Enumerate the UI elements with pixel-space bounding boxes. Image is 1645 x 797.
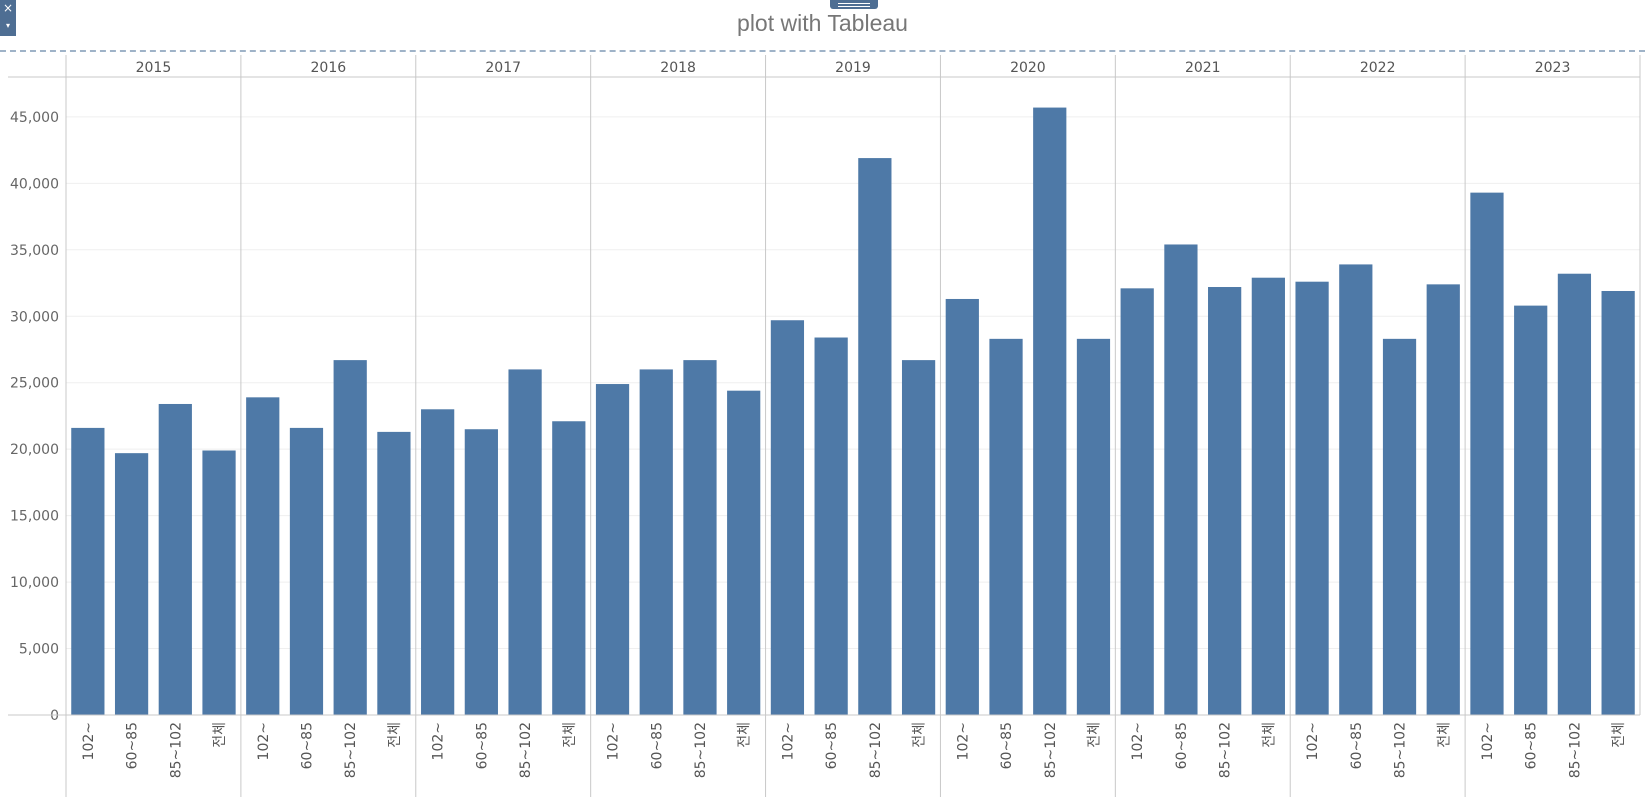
bar [639,369,673,715]
bar [1601,290,1635,715]
bar [901,360,936,715]
bar [1514,305,1548,715]
year-header: 2017 [485,60,521,76]
bar [814,337,848,715]
y-tick-label: 40,000 [10,176,59,192]
chart-title: plot with Tableau [737,10,908,36]
year-header: 2015 [136,60,172,76]
year-header: 2023 [1535,60,1571,76]
year-header: 2018 [660,60,696,76]
bar [683,360,717,715]
bar [289,427,324,715]
bar [202,450,236,715]
year-header: 2021 [1185,60,1221,76]
category-label: 전체 [1086,722,1102,748]
category-label: 85~102 [343,722,359,778]
close-button[interactable]: × ▾ [0,0,16,36]
bar [989,338,1023,715]
category-label: 85~102 [1043,722,1059,778]
category-label: 전체 [1611,722,1627,748]
category-label: 60~85 [299,722,315,769]
category-label: 102~ [780,722,796,760]
bar [333,360,367,715]
year-header: 2019 [835,60,871,76]
drag-handle[interactable] [830,0,878,9]
bar [1426,284,1460,715]
bar [71,427,105,715]
category-label: 102~ [431,722,447,760]
category-label: 전체 [737,722,753,748]
category-label: 102~ [1305,722,1321,760]
bar [858,158,892,715]
bar [945,298,979,715]
close-icon[interactable]: × [2,1,14,15]
year-header: 2016 [311,60,347,76]
category-label: 102~ [606,722,622,760]
bar [595,384,630,715]
year-header: 2022 [1360,60,1396,76]
y-tick-label: 20,000 [10,442,59,458]
category-label: 85~102 [168,722,184,778]
bar [1382,338,1417,715]
category-label: 85~102 [1567,722,1583,778]
y-tick-label: 45,000 [10,110,59,126]
bar [727,390,761,715]
bar [464,429,498,715]
bar [1120,288,1154,715]
category-label: 60~85 [999,722,1015,769]
category-label: 102~ [1130,722,1146,760]
bar [1033,107,1067,716]
bar [377,431,411,715]
category-label: 60~85 [125,722,141,769]
category-label: 60~85 [1349,722,1365,769]
category-label: 전체 [212,722,228,748]
category-label: 102~ [256,722,272,760]
category-label: 85~102 [1218,722,1234,778]
category-label: 60~85 [474,722,490,769]
category-label: 60~85 [1174,722,1190,769]
bar [114,453,149,715]
bar [246,397,280,715]
y-tick-label: 0 [50,708,59,724]
y-tick-label: 25,000 [10,376,59,392]
category-label: 60~85 [1524,722,1540,769]
bar [158,403,192,715]
year-header: 2020 [1010,60,1046,76]
bar [1339,264,1373,715]
category-label: 85~102 [693,722,709,778]
category-label: 85~102 [1393,722,1409,778]
bar [1470,192,1504,715]
category-label: 85~102 [868,722,884,778]
category-label: 102~ [1480,722,1496,760]
y-tick-label: 30,000 [10,309,59,325]
category-label: 전체 [562,722,578,748]
bar [1295,281,1329,715]
y-tick-label: 5,000 [19,642,59,658]
category-label: 85~102 [518,722,534,778]
category-label: 전체 [912,722,928,748]
category-label: 전체 [387,722,403,748]
bar [770,320,805,715]
y-tick-label: 35,000 [10,243,59,259]
category-label: 60~85 [824,722,840,769]
bar [1251,277,1285,715]
bar [1557,273,1592,715]
bar [552,421,586,715]
bar [1164,244,1198,715]
category-label: 102~ [955,722,971,760]
category-label: 전체 [1261,722,1277,748]
bar [421,409,455,715]
category-label: 전체 [1436,722,1452,748]
category-label: 60~85 [649,722,665,769]
bar [508,369,542,715]
dashed-divider [0,50,1645,52]
y-tick-label: 10,000 [10,575,59,591]
chevron-down-icon[interactable]: ▾ [5,21,10,30]
y-tick-label: 15,000 [10,509,59,525]
bar [1076,338,1111,715]
bar [1208,287,1242,715]
category-label: 102~ [81,722,97,760]
